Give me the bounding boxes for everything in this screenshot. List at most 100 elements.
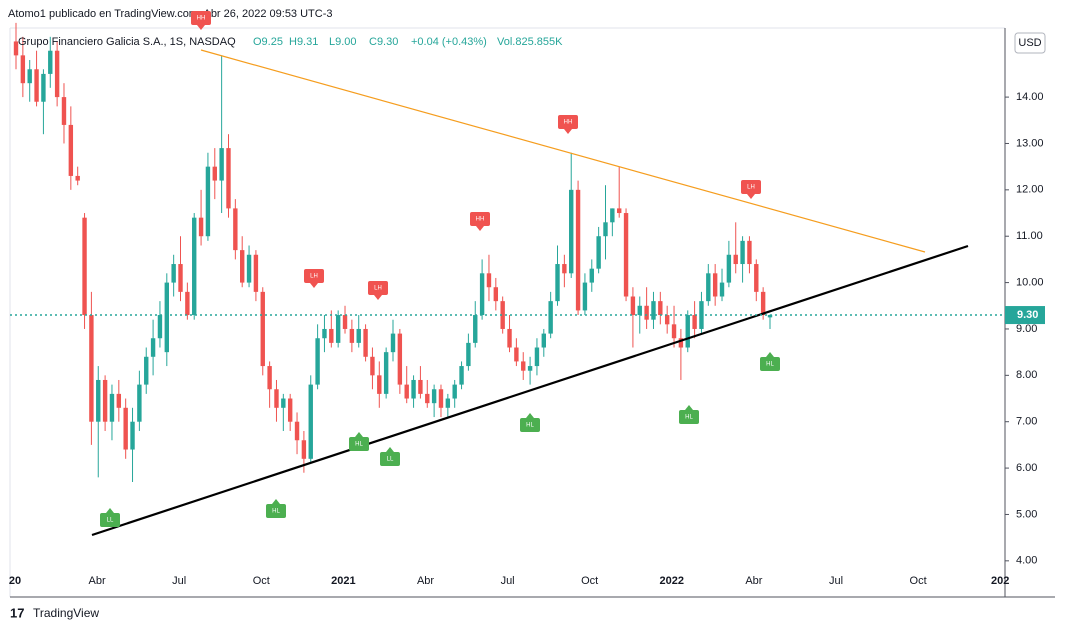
candle-body — [685, 315, 690, 348]
candle-body — [404, 384, 409, 399]
y-tick-label: 12.00 — [1016, 184, 1044, 196]
candle-body — [287, 398, 293, 422]
currency-box[interactable] — [1014, 32, 1046, 54]
y-tick-label: 14.00 — [1016, 91, 1044, 103]
candle-body — [294, 421, 300, 441]
y-tick-label: 5.00 — [1016, 508, 1037, 520]
resistance-trendline — [200, 49, 926, 253]
pivot-box — [470, 212, 490, 226]
candle-body — [644, 305, 649, 320]
y-tick-label: 10.00 — [1016, 276, 1044, 288]
y-tick-label: 8.00 — [1016, 369, 1037, 381]
pivot-pointer — [564, 129, 572, 134]
candle-body — [582, 282, 588, 311]
candle-body — [178, 264, 183, 292]
candle-body — [706, 273, 711, 302]
candle-body — [329, 328, 334, 343]
pivot-pointer — [526, 413, 534, 418]
candle-body — [630, 296, 636, 316]
candle-body — [109, 393, 115, 422]
candle-body — [192, 217, 197, 316]
pivot-text: HH — [564, 120, 573, 126]
candle-body — [356, 328, 361, 343]
candle-body — [569, 189, 574, 274]
plot-area — [13, 22, 773, 482]
candle-body — [130, 421, 135, 450]
y-tick-label: 9.00 — [1016, 323, 1037, 335]
candle-body — [562, 264, 567, 274]
candle-body — [610, 208, 615, 223]
candle-body — [514, 347, 519, 362]
candle-body — [123, 407, 128, 450]
pivot-box — [100, 513, 120, 527]
x-tick-label: Oct — [910, 575, 927, 587]
x-tick-label: Oct — [253, 575, 270, 587]
pivot-label: HL — [349, 432, 369, 451]
candle-body — [164, 282, 169, 353]
candle-body — [34, 69, 39, 102]
candle-body — [418, 379, 423, 394]
pivot-pointer — [766, 352, 774, 357]
pivot-pointer — [374, 295, 382, 300]
candle-body — [96, 379, 101, 422]
pivot-text: LH — [747, 185, 755, 191]
y-tick-label: 11.00 — [1016, 230, 1043, 242]
x-tick-label: Jul — [829, 575, 843, 587]
x-tick-label: 202 — [991, 575, 1009, 587]
y-tick-label: 6.00 — [1016, 462, 1037, 474]
x-tick-label: Abr — [745, 575, 762, 587]
pivot-label: HH — [470, 212, 490, 231]
pivot-text: HL — [526, 423, 534, 429]
pivot-pointer — [272, 499, 280, 504]
pivot-pointer — [476, 226, 484, 231]
candle-body — [445, 398, 451, 408]
candle-body — [68, 124, 74, 176]
candle-body — [575, 189, 581, 311]
candle-body — [48, 50, 53, 74]
pivot-label: HL — [679, 405, 699, 424]
pivot-label: HL — [520, 413, 540, 432]
pivot-box — [349, 437, 369, 451]
ohlc-value: C9.30 — [369, 36, 398, 48]
candle-body — [452, 384, 457, 399]
ohlc-value: H9.31 — [289, 36, 318, 48]
candle-body — [603, 222, 608, 237]
pivot-pointer — [747, 194, 755, 199]
candle-body — [534, 347, 540, 367]
candle-body — [767, 315, 773, 318]
candle-body — [82, 217, 87, 316]
pivot-label: HH — [191, 11, 211, 30]
candle-body — [13, 41, 19, 56]
candle-body — [75, 175, 80, 181]
candle-body — [185, 291, 190, 316]
candle-body — [438, 389, 444, 408]
ohlc-value: Vol.825.855K — [497, 36, 563, 48]
candle-body — [555, 264, 560, 302]
brand-logo: 17 — [10, 605, 24, 620]
candle-body — [383, 352, 389, 394]
candle-body — [267, 366, 272, 390]
candle-body — [486, 273, 492, 288]
candle-body — [754, 264, 759, 292]
candle-body — [411, 379, 416, 399]
candle-body — [137, 384, 142, 422]
candle-body — [459, 366, 464, 385]
candle-body — [233, 208, 238, 251]
candle-body — [240, 250, 245, 283]
pivot-text: HL — [766, 362, 774, 368]
candle-body — [548, 301, 553, 334]
candle-body — [281, 398, 286, 408]
candle-body — [322, 328, 327, 339]
logo-mark: 17 — [10, 605, 24, 620]
candle-body — [431, 389, 437, 404]
candle-body — [466, 342, 471, 367]
candle-body — [335, 315, 341, 343]
candle-body — [596, 236, 601, 269]
pivot-text: LH — [310, 274, 318, 280]
currency[interactable]: USD — [1018, 37, 1041, 49]
candle-body — [521, 361, 526, 371]
candle-body — [664, 315, 670, 325]
pivot-label: HL — [266, 499, 286, 518]
pivot-box — [368, 281, 388, 295]
